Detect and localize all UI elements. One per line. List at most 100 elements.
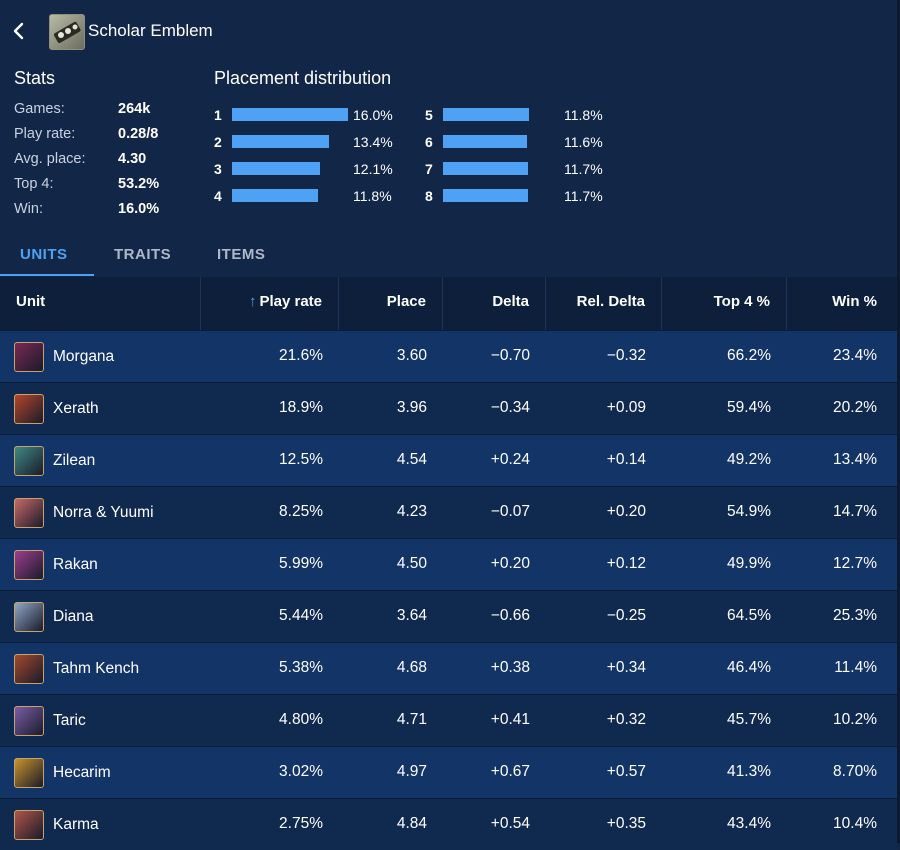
unit-name: Diana <box>53 607 94 625</box>
table-row[interactable]: Rakan 5.99% 4.50 +0.20 +0.12 49.9% 12.7% <box>0 538 897 590</box>
scholar-emblem-icon <box>49 14 85 50</box>
distribution-row: 8 11.7% <box>425 182 603 209</box>
stat-row: Win: 16.0% <box>14 201 159 226</box>
distribution-row: 6 11.6% <box>425 128 603 155</box>
stat-label: Avg. place: <box>14 151 86 167</box>
stat-row: Avg. place: 4.30 <box>14 151 159 176</box>
column-header-label: Place <box>386 293 426 310</box>
stat-value: 4.30 <box>118 151 147 167</box>
unit-cell: Norra & Yuumi <box>0 487 201 538</box>
cell-win: 25.3% <box>833 607 877 624</box>
cell-top4: 45.7% <box>727 711 771 728</box>
table-row[interactable]: Xerath 18.9% 3.96 −0.34 +0.09 59.4% 20.2% <box>0 382 897 434</box>
placement-number: 1 <box>214 106 222 123</box>
cell-place: 4.68 <box>396 659 427 676</box>
table-row[interactable]: Diana 5.44% 3.64 −0.66 −0.25 64.5% 25.3% <box>0 590 897 642</box>
placement-number: 2 <box>214 133 222 150</box>
cell-top4: 49.2% <box>727 451 771 468</box>
distribution-percent: 11.7% <box>564 160 603 177</box>
cell-place: 4.71 <box>396 711 427 728</box>
cell-place: 4.84 <box>396 815 427 832</box>
cell-win: 8.70% <box>833 763 877 780</box>
scrollbar-track[interactable] <box>897 0 900 843</box>
unit-name: Rakan <box>53 555 98 573</box>
tab-traits[interactable]: TRAITS <box>114 246 172 263</box>
cell-rel-delta: −0.25 <box>606 607 646 624</box>
cell-top4: 49.9% <box>727 555 771 572</box>
stat-label: Win: <box>14 201 43 217</box>
distribution-bar <box>232 162 320 175</box>
distribution-row: 5 11.8% <box>425 101 603 128</box>
table-row[interactable]: Karma 2.75% 4.84 +0.54 +0.35 43.4% 10.4% <box>0 798 897 850</box>
page-header: Scholar Emblem <box>0 0 900 62</box>
unit-cell: Diana <box>0 591 201 642</box>
unit-cell: Karma <box>0 799 201 850</box>
cell-rel-delta: +0.32 <box>606 711 646 728</box>
tab-items[interactable]: ITEMS <box>217 246 266 263</box>
cell-place: 3.60 <box>396 347 427 364</box>
column-header-delta[interactable]: Delta <box>443 277 546 330</box>
active-tab-indicator <box>0 274 94 276</box>
table-row[interactable]: Morgana 21.6% 3.60 −0.70 −0.32 66.2% 23.4% <box>0 330 897 382</box>
cell-delta: −0.07 <box>490 503 530 520</box>
distribution-row: 3 12.1% <box>214 155 393 182</box>
column-header-win[interactable]: Win % <box>787 277 897 330</box>
distribution-row: 1 16.0% <box>214 101 393 128</box>
stat-row: Games: 264k <box>14 101 159 126</box>
cell-play-rate: 21.6% <box>279 347 323 364</box>
cell-top4: 59.4% <box>727 399 771 416</box>
distribution-percent: 13.4% <box>353 133 393 150</box>
column-header-rel-delta[interactable]: Rel. Delta <box>546 277 662 330</box>
page-title: Scholar Emblem <box>88 21 213 40</box>
unit-portrait-icon <box>14 809 44 840</box>
cell-delta: −0.34 <box>490 399 530 416</box>
table-row[interactable]: Tahm Kench 5.38% 4.68 +0.38 +0.34 46.4% 11.4% <box>0 642 897 694</box>
cell-win: 20.2% <box>833 399 877 416</box>
unit-name: Norra & Yuumi <box>53 503 154 521</box>
cell-play-rate: 4.80% <box>279 711 323 728</box>
table-row[interactable]: Zilean 12.5% 4.54 +0.24 +0.14 49.2% 13.4% <box>0 434 897 486</box>
unit-portrait-icon <box>14 705 44 736</box>
table-row[interactable]: Hecarim 3.02% 4.97 +0.67 +0.57 41.3% 8.70% <box>0 746 897 798</box>
unit-name: Karma <box>53 815 99 833</box>
cell-play-rate: 8.25% <box>279 503 323 520</box>
unit-cell: Taric <box>0 695 201 746</box>
cell-rel-delta: +0.12 <box>606 555 646 572</box>
placement-distribution-title: Placement distribution <box>214 68 392 88</box>
cell-top4: 64.5% <box>727 607 771 624</box>
tab-units[interactable]: UNITS <box>20 246 68 263</box>
distribution-bar <box>443 108 529 121</box>
chevron-left-icon[interactable] <box>8 18 30 44</box>
column-header-unit[interactable]: Unit <box>0 277 201 330</box>
cell-rel-delta: +0.14 <box>606 451 646 468</box>
arrow-up-icon: ↑ <box>248 293 257 310</box>
cell-win: 23.4% <box>833 347 877 364</box>
column-header-top4[interactable]: Top 4 % <box>662 277 787 330</box>
distribution-bar <box>232 108 348 121</box>
unit-portrait-icon <box>14 393 44 424</box>
distribution-bar <box>443 189 528 202</box>
table-row[interactable]: Norra & Yuumi 8.25% 4.23 −0.07 +0.20 54.9% 14.… <box>0 486 897 538</box>
unit-cell: Hecarim <box>0 747 201 798</box>
unit-cell: Morgana <box>0 331 201 382</box>
unit-portrait-icon <box>14 341 44 372</box>
cell-win: 14.7% <box>833 503 877 520</box>
stats-title: Stats <box>14 68 56 88</box>
table-header: Unit ↑ Play rate Place Delta Rel. Delta T… <box>0 277 897 330</box>
stat-row: Play rate: 0.28/8 <box>14 126 159 151</box>
placement-number: 8 <box>425 187 433 204</box>
column-header-place[interactable]: Place <box>339 277 443 330</box>
column-header-play-rate[interactable]: ↑ Play rate <box>201 277 339 330</box>
table-row[interactable]: Taric 4.80% 4.71 +0.41 +0.32 45.7% 10.2% <box>0 694 897 746</box>
cell-win: 13.4% <box>833 451 877 468</box>
distribution-percent: 16.0% <box>353 106 393 123</box>
unit-name: Hecarim <box>53 763 111 781</box>
distribution-bar <box>443 162 528 175</box>
distribution-bar <box>443 135 527 148</box>
column-header-label: Delta <box>492 293 529 310</box>
cell-top4: 43.4% <box>727 815 771 832</box>
units-table: Unit ↑ Play rate Place Delta Rel. Delta T… <box>0 277 897 850</box>
distribution-column-left: 1 16.0% 2 13.4% 3 12.1% 4 11.8% <box>214 101 393 209</box>
placement-number: 6 <box>425 133 433 150</box>
cell-play-rate: 5.44% <box>279 607 323 624</box>
